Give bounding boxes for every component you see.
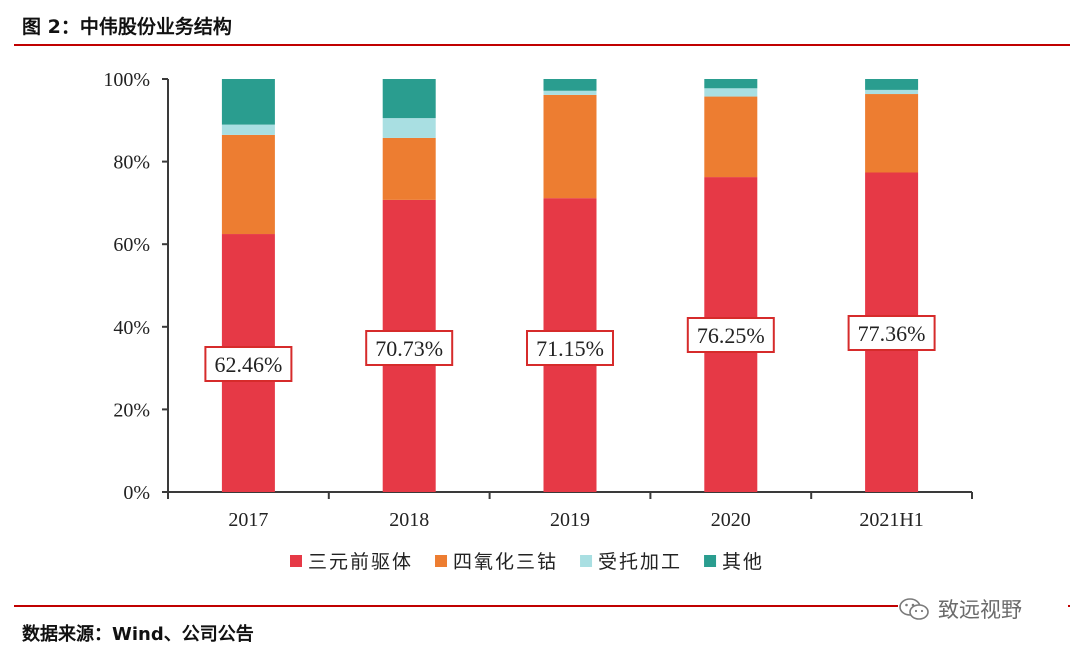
legend-label: 四氧化三钴: [453, 551, 558, 573]
legend-swatch: [704, 555, 717, 567]
callout-box: [686, 317, 775, 353]
bar-segment: [865, 79, 919, 90]
bar-segment: [221, 134, 275, 235]
legend-swatch: [290, 555, 302, 567]
callout-label: 70.73%: [375, 336, 443, 361]
bar-segment: [865, 94, 919, 173]
x-category-label: 2018: [389, 509, 429, 531]
legend-label: 受托加工: [598, 551, 682, 573]
bar-segment: [543, 79, 597, 91]
bar-segment: [865, 89, 919, 95]
watermark: 致远视野: [898, 593, 1068, 625]
callout-box: [365, 330, 454, 366]
bar-segment: [704, 96, 758, 178]
source-note: 数据来源：Wind、公司公告: [22, 624, 254, 645]
y-tick-label: 80%: [113, 152, 150, 174]
bar-segment: [221, 79, 275, 125]
x-category-label: 2021H1: [859, 509, 923, 531]
y-tick-label: 20%: [113, 399, 150, 421]
callout-label: 62.46%: [214, 352, 282, 377]
bar-segment: [221, 124, 275, 135]
legend-swatch: [580, 555, 593, 567]
bar-segment: [543, 94, 597, 199]
x-category-label: 2017: [228, 509, 268, 531]
bar-segment: [704, 79, 758, 89]
callout-label: 71.15%: [536, 336, 604, 361]
callout-box: [204, 346, 293, 382]
stacked-bar-chart: 0% 20% 40% 60% 80% 100% 2017 2018 2019 2020 2021H1…: [103, 69, 973, 573]
callout-box: [526, 330, 614, 366]
y-tick-label: 0%: [123, 482, 150, 504]
callout-label: 76.25%: [697, 323, 765, 348]
y-tick-label: 40%: [113, 317, 150, 339]
y-tick-label: 100%: [103, 69, 150, 91]
bottom-divider: [14, 605, 1070, 607]
top-divider: [14, 44, 1070, 46]
bar-segment: [704, 88, 758, 97]
bar-segment: [382, 118, 436, 138]
legend-swatch: [435, 555, 448, 567]
legend-label: 三元前驱体: [308, 551, 413, 573]
figure-title: 图 2：中伟股份业务结构: [22, 16, 232, 38]
callout-label: 77.36%: [858, 321, 926, 346]
watermark-text: 致远视野: [938, 598, 1022, 622]
bar-segment: [382, 137, 436, 200]
bar-segment: [543, 90, 597, 95]
y-tick-label: 60%: [113, 234, 150, 256]
x-category-label: 2020: [711, 509, 751, 531]
bar-segment: [382, 79, 436, 119]
x-category-label: 2019: [550, 509, 590, 531]
wechat-icon: [899, 598, 929, 620]
legend-label: 其他: [722, 551, 764, 573]
callout-box: [847, 315, 936, 351]
